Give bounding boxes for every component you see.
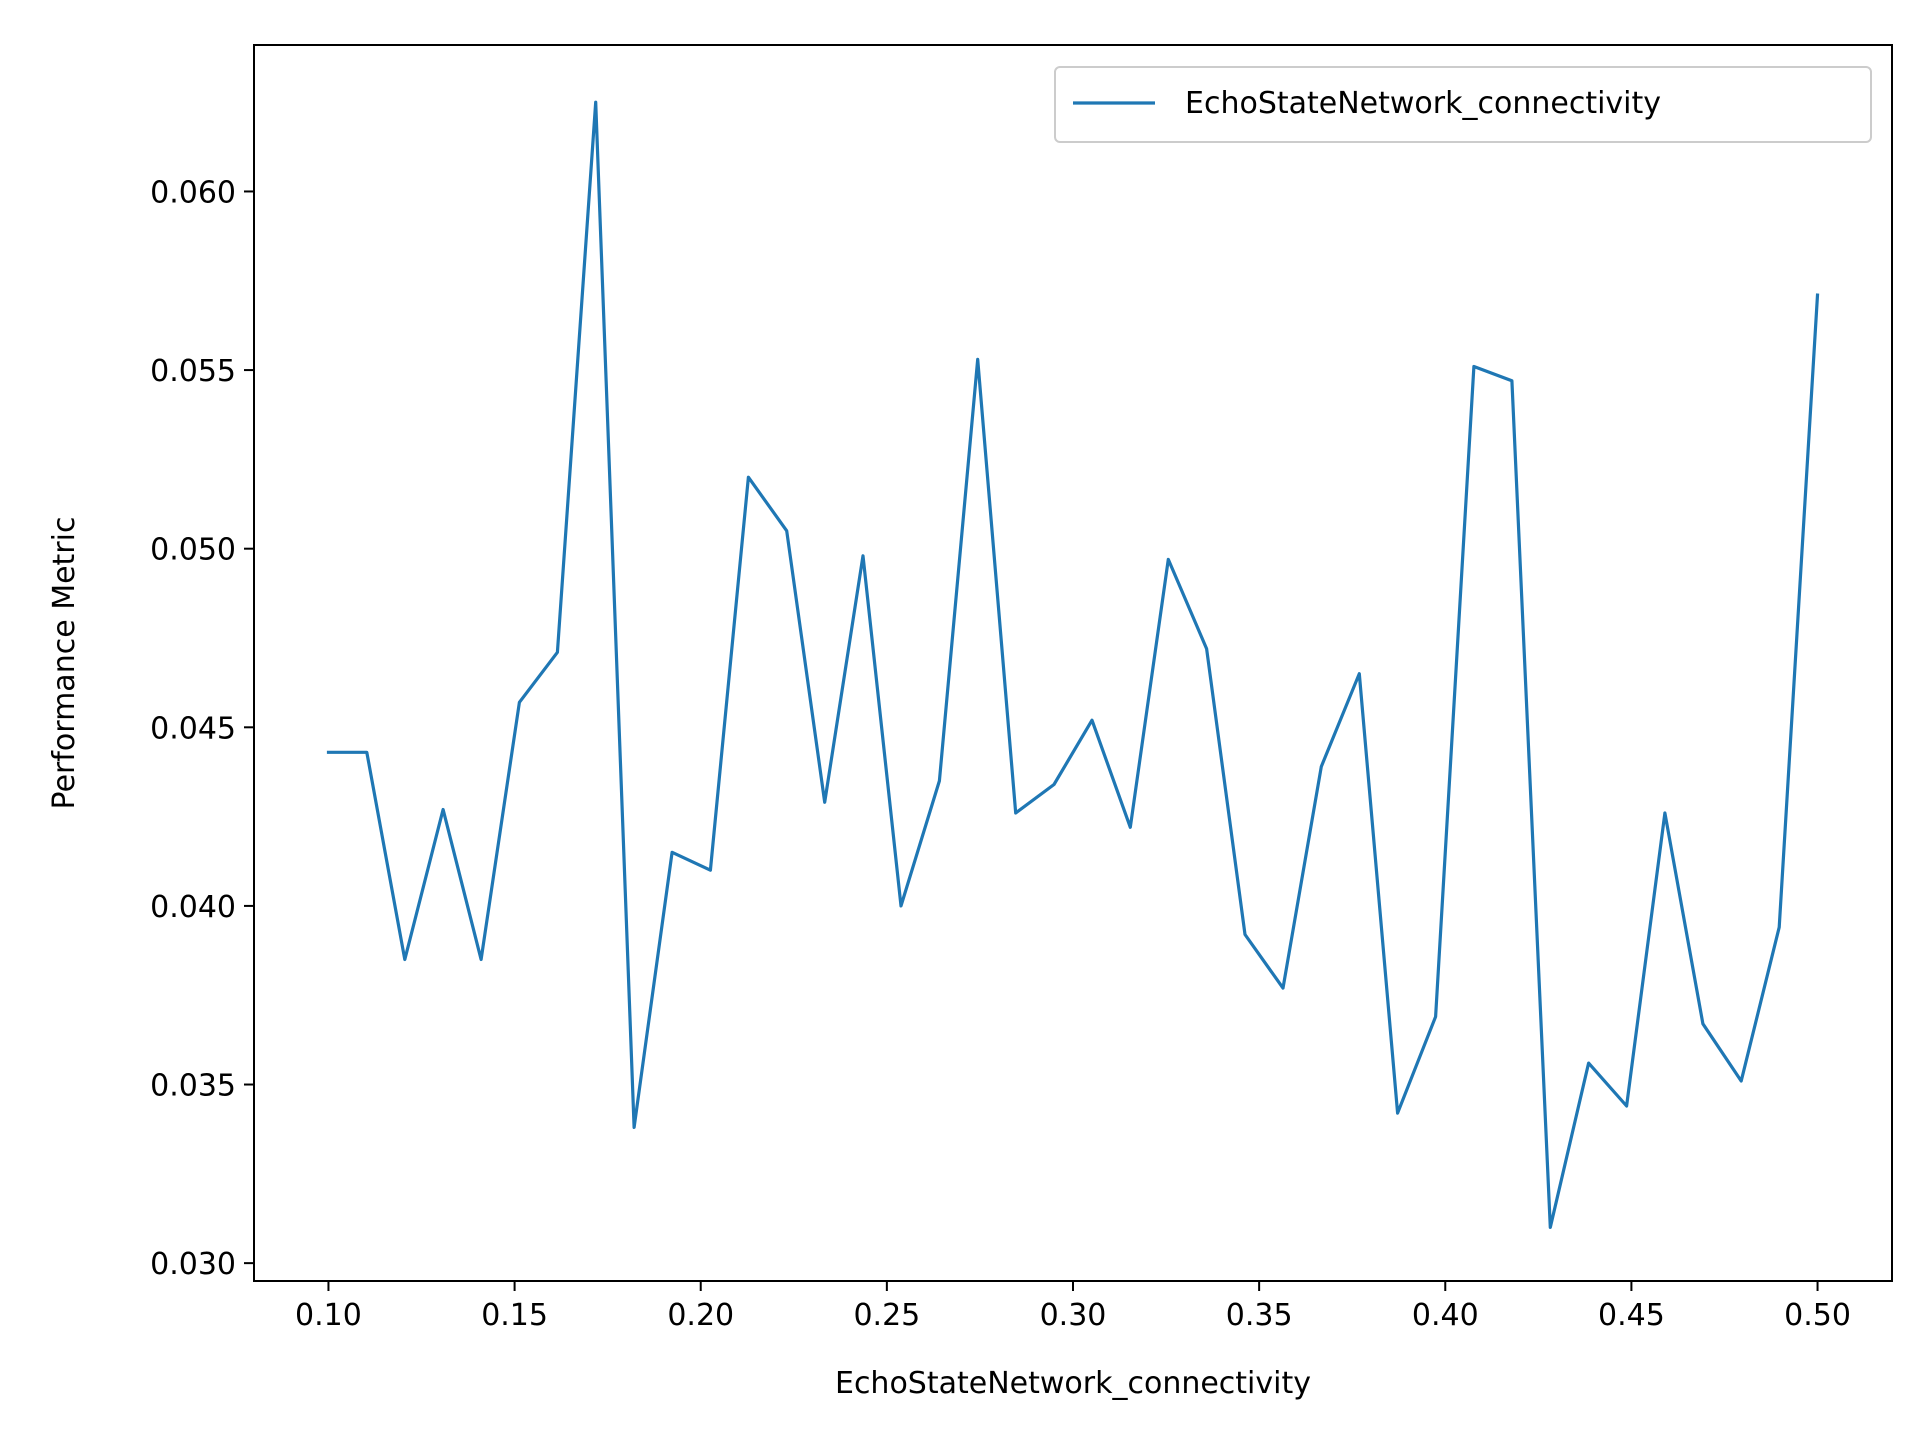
legend: EchoStateNetwork_connectivity [1054, 66, 1872, 143]
plot-area [253, 44, 1893, 1282]
series-line [326, 100, 1820, 1230]
y-tick-label: 0.060 [150, 175, 236, 210]
x-tick-label: 0.30 [1040, 1298, 1107, 1333]
x-tick-label: 0.20 [667, 1298, 734, 1333]
x-tick-label: 0.10 [295, 1298, 362, 1333]
axes-background [254, 45, 1892, 1281]
x-tick-label: 0.45 [1598, 1298, 1665, 1333]
legend-box [1054, 66, 1872, 143]
x-axis-ticks: 0.10 0.15 0.20 0.25 0.30 0.35 0.40 0.45 0.50 [295, 1281, 1851, 1333]
y-tick-label: 0.055 [150, 354, 236, 389]
x-tick-label: 0.40 [1412, 1298, 1479, 1333]
x-tick-label: 0.15 [481, 1298, 548, 1333]
x-tick-label: 0.50 [1784, 1298, 1851, 1333]
y-axis-label: Performance Metric [47, 517, 82, 810]
x-tick-label: 0.35 [1226, 1298, 1293, 1333]
x-tick-label: 0.25 [853, 1298, 920, 1333]
legend-label: EchoStateNetwork_connectivity [1185, 86, 1661, 121]
y-axis-ticks: 0.030 0.035 0.040 0.045 0.050 0.055 0.060 [150, 175, 254, 1282]
y-tick-label: 0.030 [150, 1247, 236, 1282]
y-tick-label: 0.035 [150, 1069, 236, 1104]
y-tick-label: 0.040 [150, 890, 236, 925]
x-axis-label: EchoStateNetwork_connectivity [835, 1366, 1311, 1401]
y-tick-label: 0.050 [150, 533, 236, 568]
y-tick-label: 0.045 [150, 711, 236, 746]
